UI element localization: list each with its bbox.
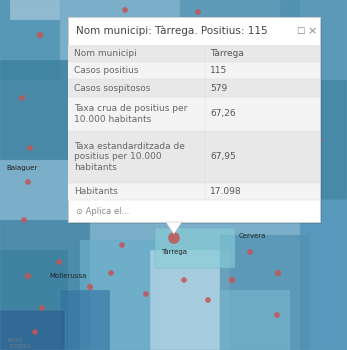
Text: Taxa crua de positius per
10.000 habitants: Taxa crua de positius per 10.000 habitan… (74, 104, 187, 124)
Bar (10, 0, 60, 20)
Text: Balaguer: Balaguer (6, 165, 37, 171)
Bar (68, 45, 320, 62)
Circle shape (109, 271, 113, 275)
Bar (80, 240, 160, 350)
Bar (68, 183, 320, 200)
Text: RADIO
TARREGA: RADIO TARREGA (8, 338, 31, 349)
Circle shape (129, 194, 135, 198)
Circle shape (102, 215, 107, 219)
Bar (68, 131, 320, 183)
Bar (0, 310, 65, 350)
Circle shape (37, 32, 43, 38)
Bar (155, 228, 235, 268)
Bar (280, 0, 347, 80)
Bar (300, 200, 347, 350)
Text: Cervera: Cervera (238, 233, 266, 239)
Bar (68, 97, 320, 131)
Text: Taxa estandarditzada de
positius per 10.000
habitants: Taxa estandarditzada de positius per 10.… (74, 142, 185, 172)
Circle shape (19, 96, 25, 100)
Bar (150, 250, 230, 350)
Text: Tàrrega: Tàrrega (210, 49, 244, 58)
Text: Casos sospitosos: Casos sospitosos (74, 84, 150, 92)
Circle shape (27, 146, 33, 150)
Circle shape (195, 9, 201, 14)
Circle shape (275, 270, 281, 276)
Text: Nom municipi: Tàrrega. Positius: 115: Nom municipi: Tàrrega. Positius: 115 (76, 26, 268, 36)
Bar (70, 19, 322, 224)
Bar (0, 220, 90, 350)
Text: □: □ (296, 27, 304, 35)
Text: Tàrrega: Tàrrega (161, 249, 187, 255)
Circle shape (40, 306, 44, 310)
Circle shape (247, 214, 253, 220)
Circle shape (57, 259, 61, 265)
Circle shape (310, 190, 314, 196)
Bar (68, 79, 320, 97)
Text: 67,26: 67,26 (210, 110, 236, 118)
Text: Mollerussa: Mollerussa (49, 273, 87, 279)
Circle shape (274, 313, 279, 317)
Circle shape (169, 232, 179, 244)
Bar (220, 290, 290, 350)
Bar (0, 250, 68, 350)
Text: ×: × (307, 26, 317, 36)
Polygon shape (166, 222, 182, 234)
Bar (0, 60, 70, 160)
Circle shape (144, 292, 149, 296)
Circle shape (181, 278, 186, 282)
Bar (68, 17, 320, 222)
Circle shape (87, 284, 93, 290)
Text: Nom municipi: Nom municipi (74, 49, 137, 58)
Circle shape (205, 298, 211, 302)
Circle shape (316, 138, 322, 142)
Text: 17.098: 17.098 (210, 187, 242, 196)
Bar (60, 290, 110, 350)
Circle shape (119, 243, 125, 247)
Circle shape (25, 273, 31, 279)
Circle shape (247, 250, 253, 254)
Bar (310, 80, 347, 200)
Text: 67,95: 67,95 (210, 153, 236, 161)
Bar (180, 0, 300, 18)
Circle shape (33, 329, 37, 335)
Circle shape (22, 217, 26, 223)
Text: Habitants: Habitants (74, 187, 118, 196)
Text: 115: 115 (210, 66, 228, 75)
Bar (220, 235, 310, 350)
Text: ⊙ Aplica el...: ⊙ Aplica el... (76, 206, 129, 216)
Circle shape (25, 180, 31, 184)
Circle shape (229, 277, 235, 283)
Bar (0, 0, 60, 80)
Bar (68, 62, 320, 79)
Circle shape (122, 7, 127, 13)
Text: 579: 579 (210, 84, 228, 92)
Text: Casos positius: Casos positius (74, 66, 138, 75)
